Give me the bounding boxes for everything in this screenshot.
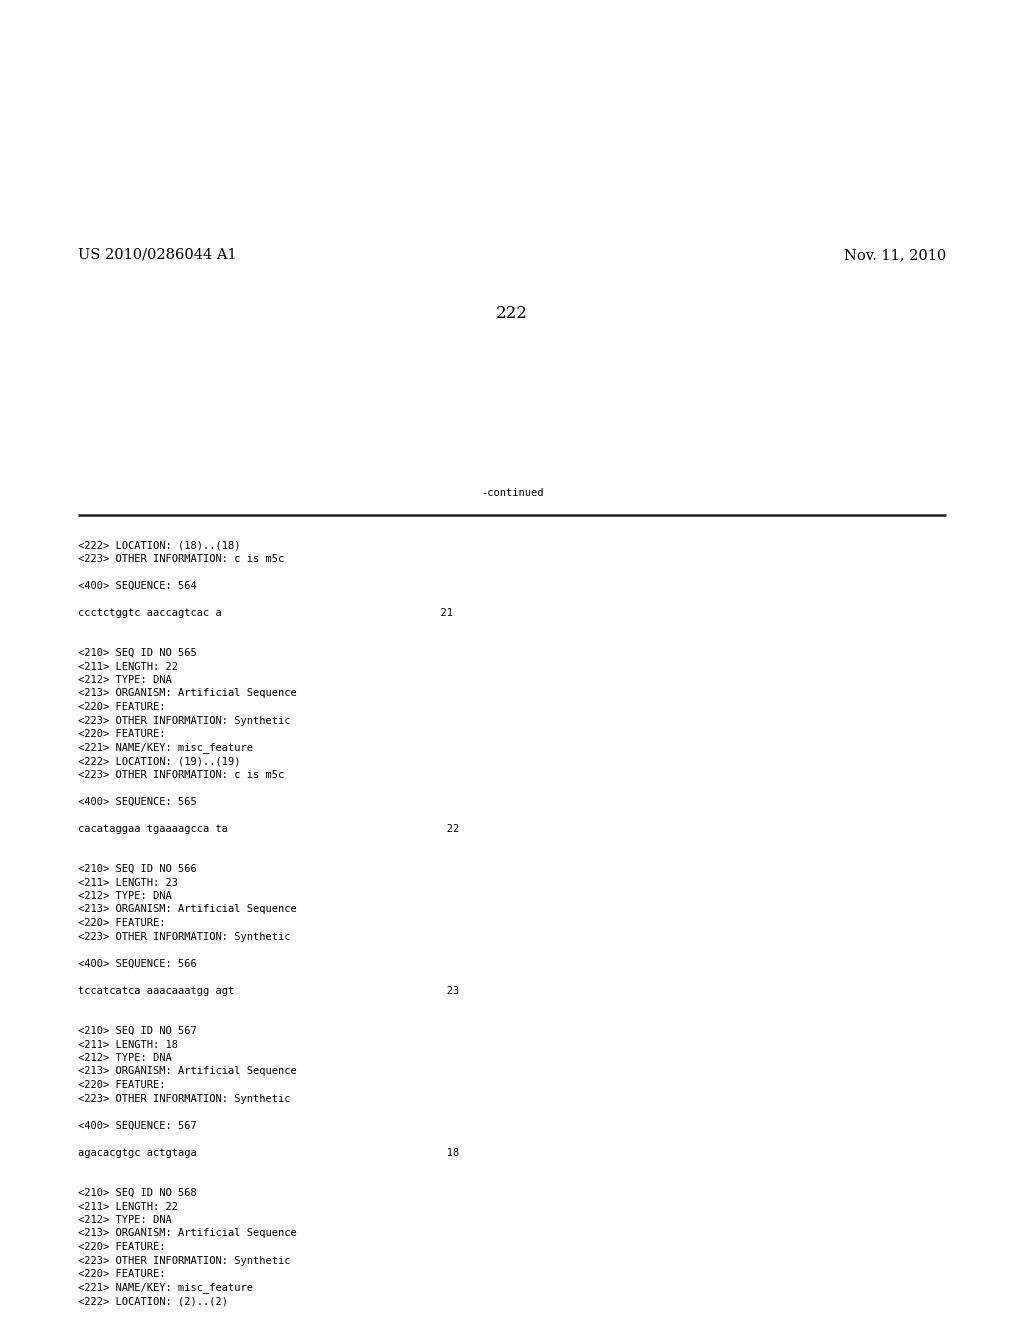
Text: Nov. 11, 2010: Nov. 11, 2010 [844,248,946,261]
Text: <223> OTHER INFORMATION: Synthetic: <223> OTHER INFORMATION: Synthetic [78,932,291,941]
Text: <210> SEQ ID NO 568: <210> SEQ ID NO 568 [78,1188,197,1199]
Text: <220> FEATURE:: <220> FEATURE: [78,917,166,928]
Text: <213> ORGANISM: Artificial Sequence: <213> ORGANISM: Artificial Sequence [78,1067,297,1077]
Text: <222> LOCATION: (2)..(2): <222> LOCATION: (2)..(2) [78,1296,228,1305]
Text: <211> LENGTH: 23: <211> LENGTH: 23 [78,878,178,887]
Text: 222: 222 [496,305,528,322]
Text: <222> LOCATION: (18)..(18): <222> LOCATION: (18)..(18) [78,540,241,550]
Text: <212> TYPE: DNA: <212> TYPE: DNA [78,1214,172,1225]
Text: <220> FEATURE:: <220> FEATURE: [78,702,166,711]
Text: <400> SEQUENCE: 564: <400> SEQUENCE: 564 [78,581,197,590]
Text: <213> ORGANISM: Artificial Sequence: <213> ORGANISM: Artificial Sequence [78,904,297,915]
Text: <220> FEATURE:: <220> FEATURE: [78,1242,166,1251]
Text: <223> OTHER INFORMATION: Synthetic: <223> OTHER INFORMATION: Synthetic [78,715,291,726]
Text: <210> SEQ ID NO 565: <210> SEQ ID NO 565 [78,648,197,657]
Text: <212> TYPE: DNA: <212> TYPE: DNA [78,675,172,685]
Text: <220> FEATURE:: <220> FEATURE: [78,729,166,739]
Text: <222> LOCATION: (19)..(19): <222> LOCATION: (19)..(19) [78,756,241,766]
Text: ccctctggtc aaccagtcac a                                   21: ccctctggtc aaccagtcac a 21 [78,607,453,618]
Text: <221> NAME/KEY: misc_feature: <221> NAME/KEY: misc_feature [78,1283,253,1294]
Text: <212> TYPE: DNA: <212> TYPE: DNA [78,1053,172,1063]
Text: <221> NAME/KEY: misc_feature: <221> NAME/KEY: misc_feature [78,742,253,754]
Text: <210> SEQ ID NO 567: <210> SEQ ID NO 567 [78,1026,197,1036]
Text: <220> FEATURE:: <220> FEATURE: [78,1080,166,1090]
Text: <400> SEQUENCE: 565: <400> SEQUENCE: 565 [78,796,197,807]
Text: <223> OTHER INFORMATION: c is m5c: <223> OTHER INFORMATION: c is m5c [78,770,285,780]
Text: <400> SEQUENCE: 566: <400> SEQUENCE: 566 [78,958,197,969]
Text: cacataggaa tgaaaagcca ta                                   22: cacataggaa tgaaaagcca ta 22 [78,824,459,833]
Text: <213> ORGANISM: Artificial Sequence: <213> ORGANISM: Artificial Sequence [78,1229,297,1238]
Text: <400> SEQUENCE: 567: <400> SEQUENCE: 567 [78,1121,197,1130]
Text: <223> OTHER INFORMATION: Synthetic: <223> OTHER INFORMATION: Synthetic [78,1093,291,1104]
Text: <210> SEQ ID NO 566: <210> SEQ ID NO 566 [78,865,197,874]
Text: <220> FEATURE:: <220> FEATURE: [78,1269,166,1279]
Text: <211> LENGTH: 18: <211> LENGTH: 18 [78,1040,178,1049]
Text: <223> OTHER INFORMATION: c is m5c: <223> OTHER INFORMATION: c is m5c [78,553,285,564]
Text: <213> ORGANISM: Artificial Sequence: <213> ORGANISM: Artificial Sequence [78,689,297,698]
Text: <211> LENGTH: 22: <211> LENGTH: 22 [78,661,178,672]
Text: tccatcatca aaacaaatgg agt                                  23: tccatcatca aaacaaatgg agt 23 [78,986,459,995]
Text: agacacgtgc actgtaga                                        18: agacacgtgc actgtaga 18 [78,1147,459,1158]
Text: <223> OTHER INFORMATION: Synthetic: <223> OTHER INFORMATION: Synthetic [78,1255,291,1266]
Text: <211> LENGTH: 22: <211> LENGTH: 22 [78,1201,178,1212]
Text: -continued: -continued [480,488,544,498]
Text: <212> TYPE: DNA: <212> TYPE: DNA [78,891,172,902]
Text: US 2010/0286044 A1: US 2010/0286044 A1 [78,248,237,261]
